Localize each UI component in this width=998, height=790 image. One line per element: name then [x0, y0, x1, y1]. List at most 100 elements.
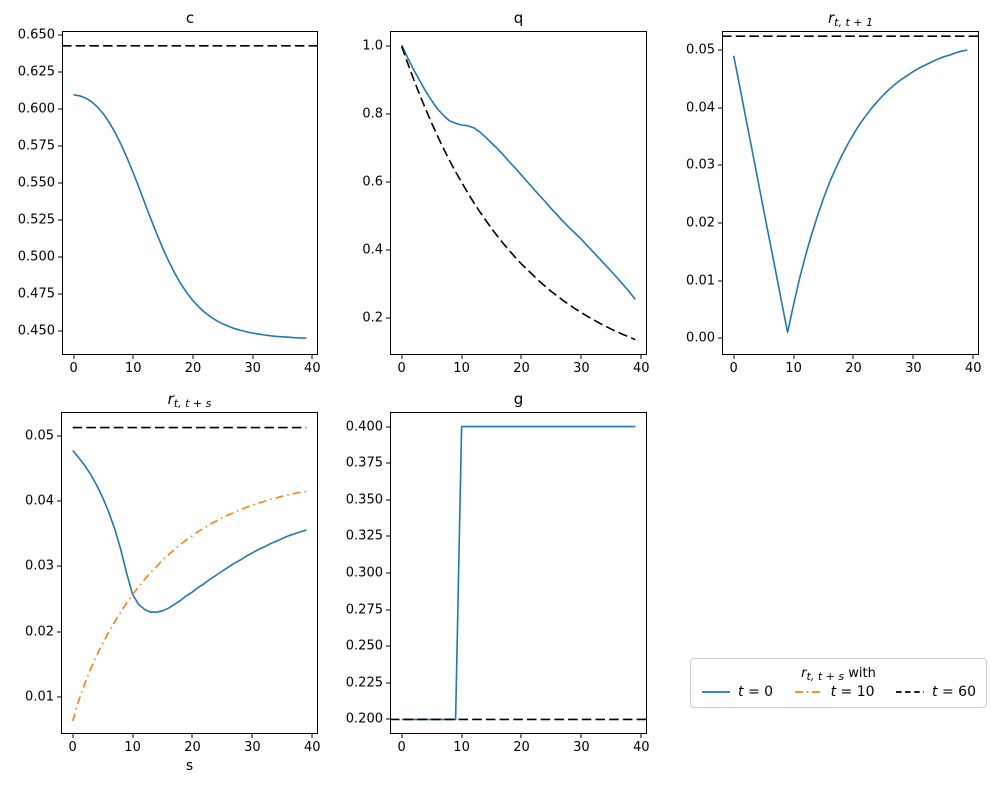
x-tick-mark — [793, 355, 795, 359]
y-tick-mark — [57, 500, 61, 502]
legend-line-sample-dashdot — [794, 691, 823, 693]
legend-title-subscript: t, t + s — [806, 670, 845, 684]
y-tick-label: 0.225 — [345, 675, 383, 691]
y-tick-mark — [386, 462, 390, 464]
x-tick-label: 30 — [244, 740, 261, 755]
plot-area-q — [390, 31, 647, 355]
y-tick-mark — [58, 71, 62, 73]
y-tick-label: 0.04 — [686, 100, 715, 116]
chart-title-g: g — [513, 390, 524, 408]
y-tick-mark — [58, 34, 62, 36]
x-tick-label: 40 — [965, 361, 982, 376]
chart-title-r-t-t1: rt, t + 1 — [828, 9, 873, 29]
legend-entry-label: t = 0 — [738, 683, 774, 700]
y-tick-label: 0.300 — [345, 565, 383, 581]
legend-title: rt, t + s with — [691, 666, 986, 684]
y-tick-label: 1.0 — [362, 38, 383, 54]
y-tick-label: 0.2 — [362, 310, 383, 326]
axes-frame — [722, 31, 979, 355]
legend-title-suffix: with — [844, 666, 876, 682]
x-tick-mark — [311, 355, 313, 359]
x-tick-mark — [401, 355, 403, 359]
plot-area-g — [390, 412, 647, 734]
y-tick-mark — [386, 572, 390, 574]
legend-entry-label: t = 60 — [932, 683, 976, 700]
x-tick-mark — [461, 734, 463, 738]
subplot-c: 0 10 20 30 40 0.450 0.475 0.500 0.525 0.550 0.575 0… — [18, 11, 321, 376]
x-tick-label: 10 — [453, 740, 470, 755]
y-tick-mark — [718, 107, 722, 109]
y-tick-mark — [386, 45, 390, 47]
y-tick-label: 0.6 — [362, 174, 383, 190]
legend-entry-label: t = 10 — [830, 683, 875, 700]
y-tick-label: 0.03 — [686, 157, 715, 173]
y-tick-mark — [718, 49, 722, 51]
y-tick-label: 0.550 — [17, 175, 55, 191]
x-tick-mark — [191, 734, 193, 738]
y-tick-mark — [386, 113, 390, 115]
axes-frame — [390, 412, 647, 734]
y-tick-label: 0.05 — [25, 428, 54, 444]
y-tick-label: 0.4 — [362, 242, 383, 258]
y-tick-label: 0.200 — [345, 711, 383, 727]
chart-title-c: c — [185, 9, 195, 27]
x-tick-mark — [852, 355, 854, 359]
x-tick-mark — [640, 734, 642, 738]
y-tick-label: 0.00 — [686, 330, 715, 346]
y-tick-mark — [58, 182, 62, 184]
subplot-q: 0 10 20 30 40 0.2 0.4 0.6 0.8 1.0 q — [362, 11, 649, 376]
y-tick-mark — [386, 181, 390, 183]
x-tick-label: 0 — [397, 740, 406, 755]
x-tick-label: 40 — [304, 361, 321, 376]
y-tick-label: 0.03 — [25, 558, 54, 574]
y-tick-label: 0.325 — [345, 528, 383, 544]
y-tick-mark — [58, 330, 62, 332]
x-tick-mark — [251, 734, 253, 738]
y-tick-label: 0.350 — [345, 492, 383, 508]
x-tick-mark — [72, 734, 74, 738]
x-tick-mark — [73, 355, 75, 359]
x-tick-mark — [520, 734, 522, 738]
x-tick-label: 0 — [729, 361, 738, 376]
y-tick-mark — [58, 256, 62, 258]
series-r-one-period-path — [732, 49, 968, 334]
series-r-term-structure-t10 — [71, 490, 307, 722]
x-tick-label: 10 — [785, 361, 802, 376]
x-tick-label: 0 — [68, 740, 77, 755]
y-tick-label: 0.02 — [686, 215, 715, 231]
x-tick-label: 30 — [573, 361, 590, 376]
x-tick-mark — [252, 355, 254, 359]
y-tick-label: 0.625 — [17, 64, 55, 80]
legend-title-var: r — [801, 666, 807, 682]
y-tick-mark — [386, 645, 390, 647]
series-q-benchmark — [400, 46, 636, 341]
chart-title-q: q — [513, 9, 524, 27]
plot-area-r-t-t1 — [722, 31, 979, 355]
legend-entry-t60: t = 60 — [895, 685, 976, 699]
y-tick-mark — [386, 317, 390, 319]
legend-line-sample-dashed — [896, 691, 925, 693]
x-tick-mark — [461, 355, 463, 359]
y-tick-label: 0.01 — [25, 689, 54, 705]
y-tick-label: 0.525 — [17, 212, 55, 228]
x-tick-label: 30 — [244, 361, 261, 376]
y-tick-mark — [386, 535, 390, 537]
y-tick-label: 0.02 — [25, 624, 54, 640]
x-tick-mark — [132, 355, 134, 359]
y-tick-mark — [718, 222, 722, 224]
axes-frame — [390, 31, 647, 355]
plot-area-c — [62, 31, 318, 355]
y-tick-label: 0.375 — [345, 455, 383, 471]
y-tick-label: 0.400 — [345, 419, 383, 435]
legend-line-sample-solid — [702, 691, 730, 693]
y-tick-label: 0.05 — [686, 42, 715, 58]
x-tick-label: 40 — [304, 740, 321, 755]
subplot-g: 0 10 20 30 40 0.200 0.225 0.250 0.275 0.300 0.325 0… — [346, 392, 650, 755]
y-tick-label: 0.8 — [362, 106, 383, 122]
y-tick-mark — [58, 293, 62, 295]
legend-entry-t10: t = 10 — [794, 685, 875, 699]
x-tick-label: 20 — [845, 361, 862, 376]
y-tick-label: 0.500 — [17, 249, 55, 265]
y-tick-mark — [386, 426, 390, 428]
x-tick-mark — [311, 734, 313, 738]
